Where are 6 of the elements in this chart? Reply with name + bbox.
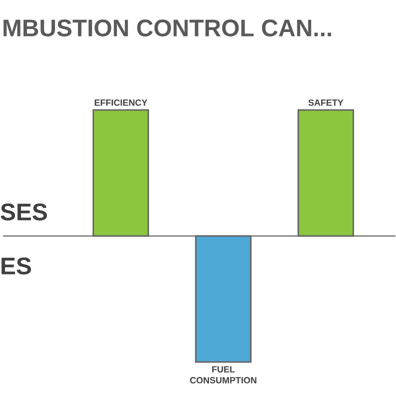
x-tick-label: SAFETY: [308, 99, 344, 106]
x-tick-label: EFFICIENCY: [94, 99, 148, 106]
chart-title: MBUSTION CONTROL CAN...: [4, 20, 332, 36]
annotation: ES: [2, 258, 31, 274]
annotation: SES: [0, 204, 47, 220]
x-tick-label: FUEL CONSUMPTION: [190, 366, 256, 384]
